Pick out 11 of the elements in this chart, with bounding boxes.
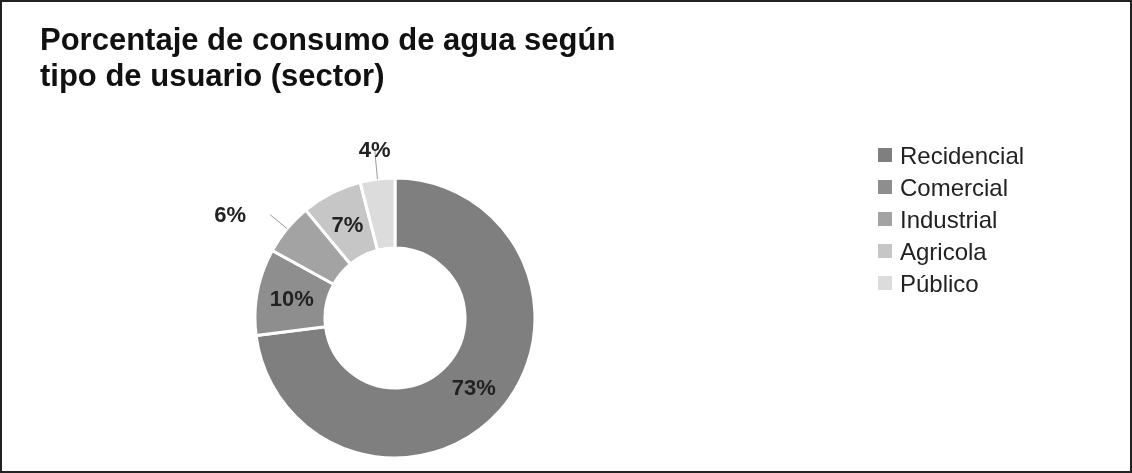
legend-label: Agricola: [900, 237, 988, 265]
legend-label: Recidencial: [900, 141, 1025, 169]
legend-label: Público: [900, 269, 979, 297]
data-label: 6%: [214, 202, 247, 228]
legend-label: Industrial: [900, 205, 998, 233]
data-label: 73%: [451, 374, 496, 400]
data-label: 7%: [331, 211, 364, 237]
chart-title: Porcentaje de consumo de agua según tipo de usuario (sector): [40, 22, 616, 93]
data-label: 10%: [269, 285, 314, 311]
data-label: 4%: [358, 136, 391, 162]
legend-label: Comercial: [900, 173, 1009, 201]
